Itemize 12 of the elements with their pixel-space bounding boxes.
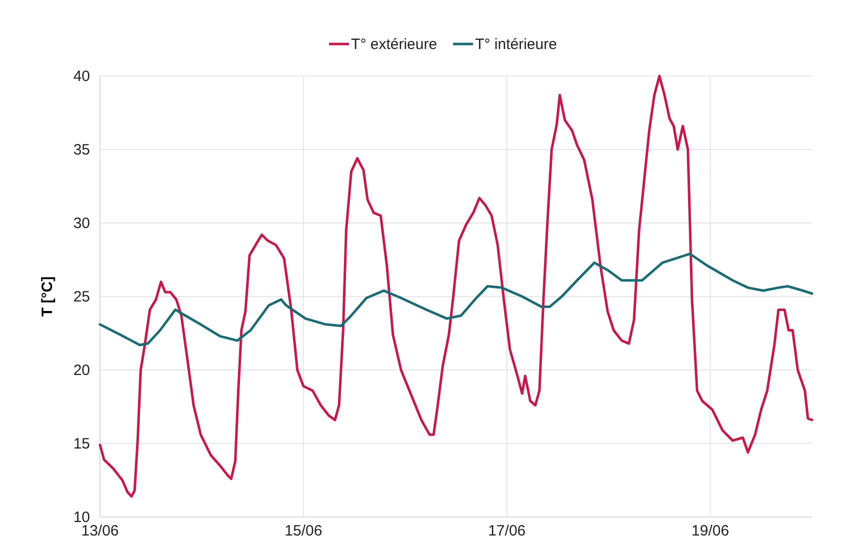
y-axis-title: T [°C] — [39, 276, 56, 317]
legend-label: T° intérieure — [475, 36, 557, 53]
legend-label: T° extérieure — [351, 36, 438, 53]
y-tick-label: 30 — [73, 214, 90, 232]
y-tick-label: 20 — [73, 362, 90, 379]
x-tick-label: 19/06 — [692, 522, 730, 540]
y-tick-label: 40 — [73, 68, 90, 85]
y-tick-label: 15 — [73, 435, 90, 452]
y-tick-label: 25 — [73, 288, 90, 306]
x-tick-label: 17/06 — [488, 522, 526, 540]
y-tick-label: 35 — [73, 141, 90, 158]
x-tick-label: 15/06 — [284, 522, 322, 540]
